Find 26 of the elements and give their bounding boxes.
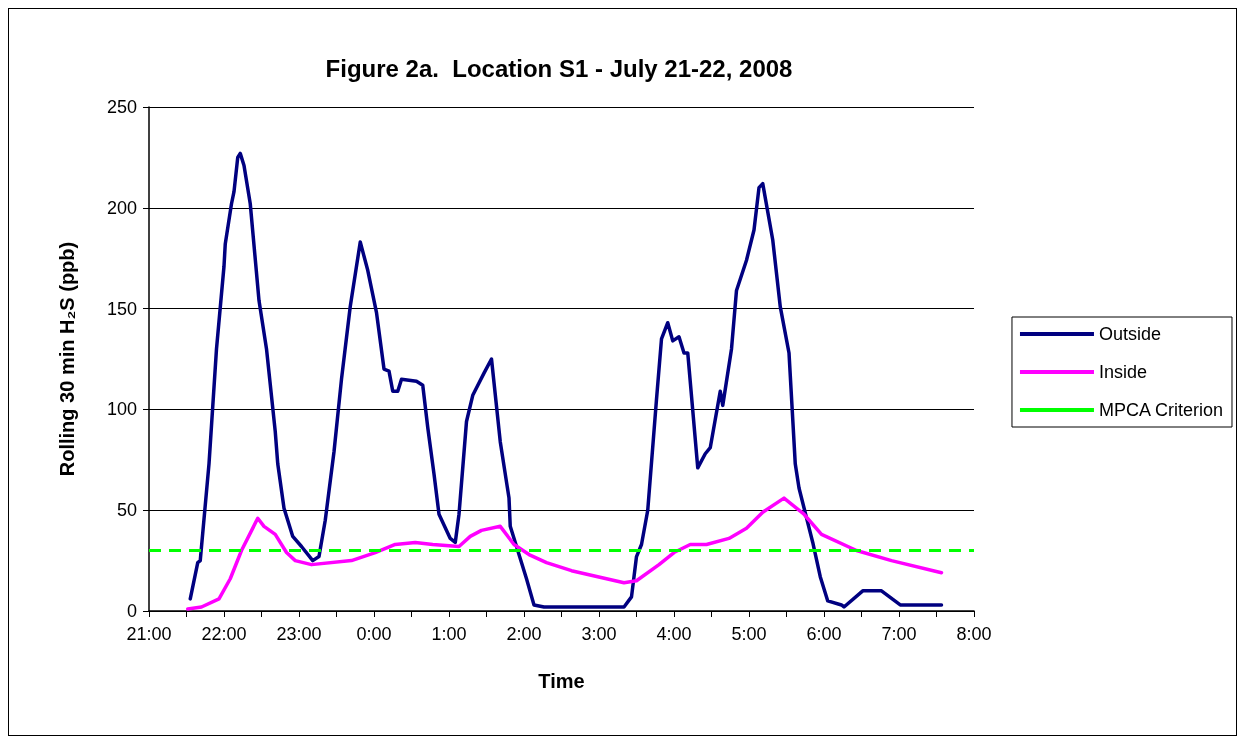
legend-label: Outside bbox=[1098, 324, 1162, 344]
legend-label: Inside bbox=[1098, 362, 1148, 382]
x-tick-label: 6:00 bbox=[806, 624, 842, 644]
x-tick-label: 21:00 bbox=[126, 624, 172, 644]
line-series bbox=[188, 151, 944, 609]
y-tick-label: 200 bbox=[106, 197, 137, 218]
legend-label: MPCA Criterion bbox=[1098, 400, 1224, 420]
x-tick-label: 3:00 bbox=[581, 624, 617, 644]
y-tick-label: 100 bbox=[106, 399, 137, 420]
x-tick-label: 4:00 bbox=[656, 624, 692, 644]
x-tick-label: 2:00 bbox=[506, 624, 542, 644]
y-tick-label: 250 bbox=[106, 97, 137, 117]
line-series bbox=[186, 496, 944, 611]
x-axis-title: Time bbox=[538, 670, 585, 692]
chart-title: Figure 2a. Location S1 - July 21-22, 2008 bbox=[325, 54, 793, 82]
x-tick-label: 8:00 bbox=[956, 624, 992, 644]
x-tick-label: 23:00 bbox=[276, 624, 322, 644]
x-tick-label: 7:00 bbox=[881, 624, 917, 644]
x-tick-label: 22:00 bbox=[201, 624, 247, 644]
x-tick-label: 1:00 bbox=[431, 624, 467, 644]
y-tick-label: 150 bbox=[106, 298, 137, 319]
x-tick-label: 0:00 bbox=[356, 624, 392, 644]
y-tick-label: 0 bbox=[126, 601, 137, 621]
y-axis-title: Rolling 30 min H₂S (ppb) bbox=[56, 241, 78, 477]
x-tick-label: 5:00 bbox=[731, 624, 767, 644]
y-tick-label: 50 bbox=[116, 500, 137, 521]
